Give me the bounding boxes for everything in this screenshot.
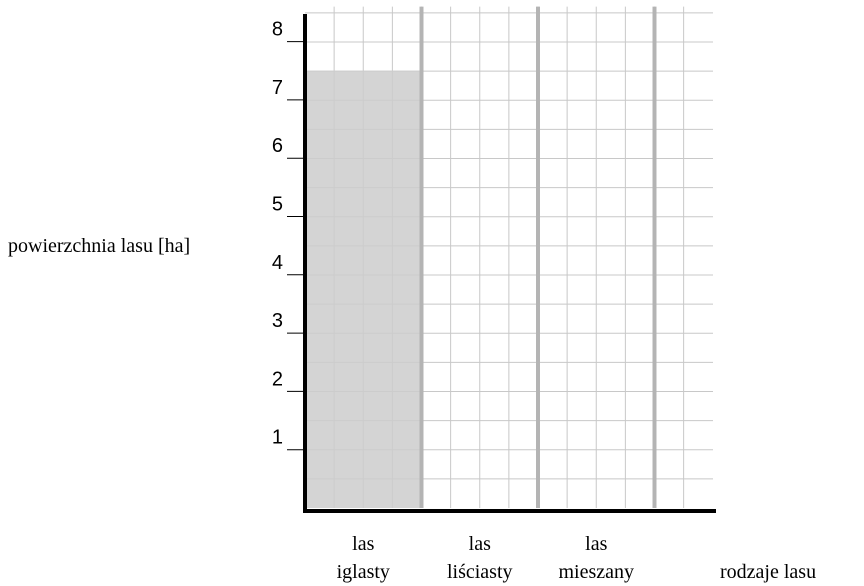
axes xyxy=(303,14,716,513)
x-tick-label-line2: iglasty xyxy=(337,561,390,583)
x-tick-label-line1: las xyxy=(352,533,374,555)
category-separators xyxy=(419,6,657,508)
y-tick-label: 5 xyxy=(272,194,283,216)
x-tick-label-line1: las xyxy=(469,533,491,555)
y-tick-label: 3 xyxy=(272,310,283,332)
y-tick-label: 2 xyxy=(272,368,283,390)
y-axis-label: powierzchnia lasu [ha] xyxy=(8,235,190,257)
y-ticks: 1 2 3 4 5 6 7 8 xyxy=(272,19,305,451)
x-tick-label-line2: mieszany xyxy=(558,561,634,583)
y-tick-label: 4 xyxy=(272,252,283,274)
y-tick-label: 1 xyxy=(272,427,283,449)
x-axis-label: rodzaje lasu xyxy=(720,561,816,583)
bars xyxy=(305,70,422,508)
x-tick-label-line2: liściasty xyxy=(447,561,513,583)
x-tick-label-line1: las xyxy=(585,533,607,555)
y-tick-label: 6 xyxy=(272,135,283,157)
bar xyxy=(305,70,422,508)
y-tick-label: 8 xyxy=(272,19,283,41)
y-tick-label: 7 xyxy=(272,77,283,99)
x-tick-labels: las iglasty las liściasty las mieszany xyxy=(337,533,634,583)
